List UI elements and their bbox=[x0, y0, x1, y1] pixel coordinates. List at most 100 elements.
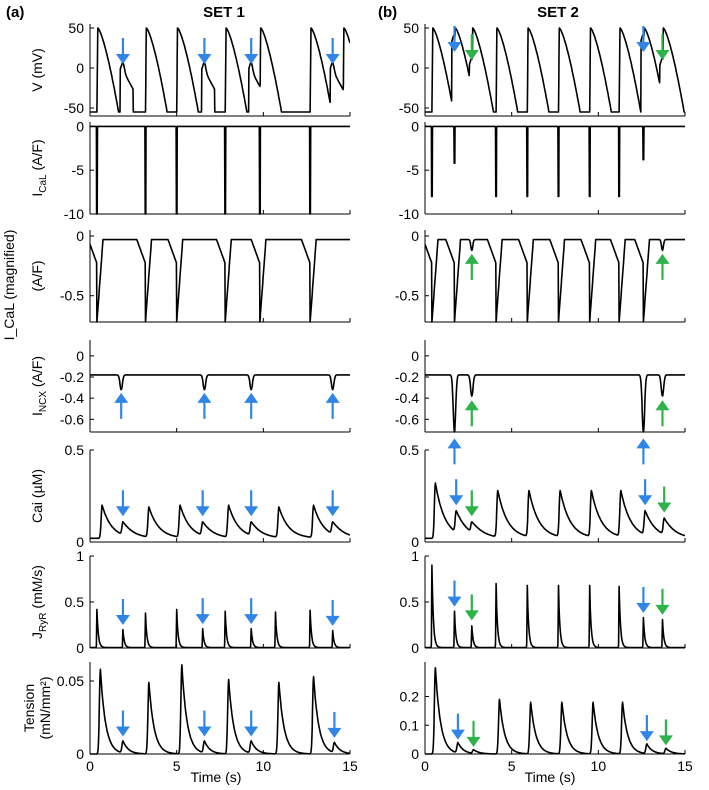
y-tick-label: 0.05 bbox=[57, 673, 84, 689]
subplot-set2-row6: 00.51 bbox=[400, 548, 686, 656]
axes bbox=[424, 662, 685, 755]
trace-line bbox=[90, 27, 350, 113]
blue-arrow-down bbox=[244, 710, 259, 737]
subplot-set1-row5: 0 0.5 Cai (µM) bbox=[29, 442, 351, 550]
trace-line bbox=[425, 27, 685, 113]
green-arrow-up bbox=[464, 253, 479, 280]
axes bbox=[89, 340, 350, 433]
axes bbox=[89, 450, 350, 543]
trace-line bbox=[90, 374, 350, 391]
y-tick-label: 0.5 bbox=[65, 594, 85, 610]
x-tick-label: 10 bbox=[591, 758, 607, 774]
trace-line bbox=[425, 667, 685, 755]
blue-arrow-down bbox=[325, 38, 340, 64]
trace-line bbox=[90, 238, 350, 323]
blue-arrow-down bbox=[636, 26, 651, 52]
axes bbox=[424, 450, 685, 543]
y-tick-label: 0.5 bbox=[400, 594, 420, 610]
y-tick-label: 0 bbox=[76, 348, 84, 364]
xlabel-left: Time (s) bbox=[191, 769, 242, 785]
y-tick-label: 0 bbox=[411, 60, 419, 76]
trace-line bbox=[425, 564, 685, 649]
trace-line bbox=[90, 664, 350, 755]
subplot-set1-row6: 0 0.5 1 JRyR (mM/s) bbox=[29, 548, 351, 656]
y-tick-label: 0 bbox=[411, 534, 419, 550]
blue-arrow-down bbox=[638, 479, 653, 506]
x-tick-label: 0 bbox=[421, 758, 429, 774]
y-tick-label: -5 bbox=[407, 162, 420, 178]
trace-line bbox=[425, 238, 685, 323]
y-tick-label: -0.5 bbox=[60, 288, 84, 304]
blue-arrow-up bbox=[244, 392, 259, 419]
x-tick-label: 15 bbox=[677, 758, 693, 774]
trace-line bbox=[90, 125, 350, 215]
y-tick-label: 0 bbox=[411, 118, 419, 134]
subplot-set2-row4: -0.6 -0.4 -0.2 0 bbox=[395, 340, 686, 465]
subplot-set1-row2: -10 -5 0 ICaL (A/F) bbox=[29, 118, 351, 222]
blue-arrow-down bbox=[195, 490, 210, 517]
panel-b-label: (b) bbox=[378, 4, 397, 21]
y-tick-label: 0 bbox=[411, 228, 419, 244]
axes bbox=[424, 122, 685, 215]
y-tick-label: -0.6 bbox=[60, 411, 84, 427]
blue-arrow-down bbox=[447, 26, 462, 52]
subplot-set1-row3: -0.5 0 (A/F) bbox=[29, 228, 351, 323]
axes bbox=[424, 556, 685, 649]
y-tick-label: 0 bbox=[411, 746, 419, 762]
blue-arrow-down bbox=[639, 715, 654, 742]
y-tick-label: 0.1 bbox=[400, 717, 420, 733]
blue-arrow-up bbox=[447, 438, 462, 465]
y-tick-label: 0 bbox=[76, 60, 84, 76]
blue-arrow-down bbox=[195, 598, 210, 625]
y-tick-label: 0.5 bbox=[400, 442, 420, 458]
y-tick-label: 50 bbox=[68, 20, 84, 36]
green-arrow-up bbox=[655, 400, 670, 427]
blue-arrow-down bbox=[327, 711, 342, 738]
blue-arrow-down bbox=[115, 38, 130, 64]
blue-arrow-down bbox=[115, 710, 130, 737]
blue-arrow-down bbox=[115, 599, 130, 625]
xlabel-right: Time (s) bbox=[525, 769, 576, 785]
green-arrow-down bbox=[658, 719, 673, 746]
y-tick-label: -0.4 bbox=[60, 390, 84, 406]
axes bbox=[89, 122, 350, 215]
y-tick-label: -0.2 bbox=[60, 369, 84, 385]
green-arrow-down bbox=[464, 490, 479, 517]
subplot-set2-row1: -50 0 50 bbox=[399, 20, 686, 117]
y-tick-label: 0 bbox=[76, 118, 84, 134]
trace-line bbox=[425, 482, 685, 540]
subplot-set2-row2: -10 -5 0 bbox=[399, 118, 686, 222]
y-tick-label: 0 bbox=[76, 640, 84, 656]
y-tick-label: 1 bbox=[411, 548, 419, 564]
axes bbox=[424, 340, 685, 433]
y-tick-label: 0.2 bbox=[400, 689, 420, 705]
subplot-set2-row7: 0 0.1 0.2 0 5 10 15 bbox=[400, 662, 693, 774]
axes bbox=[424, 230, 685, 323]
blue-arrow-down bbox=[449, 479, 464, 506]
blue-arrow-up bbox=[197, 392, 212, 419]
x-tick-label: 5 bbox=[173, 758, 181, 774]
y-tick-label: 0 bbox=[76, 746, 84, 762]
blue-arrow-up bbox=[325, 392, 340, 419]
y-tick-label: -0.4 bbox=[395, 390, 419, 406]
x-tick-label: 5 bbox=[508, 758, 516, 774]
y-tick-label: -10 bbox=[399, 206, 419, 222]
y-tick-label: -0.5 bbox=[395, 288, 419, 304]
green-arrow-down bbox=[657, 486, 672, 513]
blue-arrow-down bbox=[244, 38, 259, 64]
green-arrow-up bbox=[655, 253, 670, 280]
blue-arrow-down bbox=[636, 587, 651, 614]
ylabel-row2: ICaL (A/F) bbox=[29, 139, 49, 196]
subplot-set2-row5: 00.5 bbox=[400, 442, 686, 550]
y-tick-label: 1 bbox=[76, 548, 84, 564]
green-arrow-down bbox=[464, 34, 479, 60]
green-arrow-up bbox=[464, 400, 479, 427]
panel-a-label: (a) bbox=[6, 4, 24, 21]
y-tick-label: -0.6 bbox=[395, 411, 419, 427]
blue-arrow-down bbox=[244, 598, 259, 625]
y-tick-label: -0.2 bbox=[395, 369, 419, 385]
blue-arrow-down bbox=[450, 713, 465, 740]
ylabel-row5: Cai (µM) bbox=[29, 469, 45, 523]
